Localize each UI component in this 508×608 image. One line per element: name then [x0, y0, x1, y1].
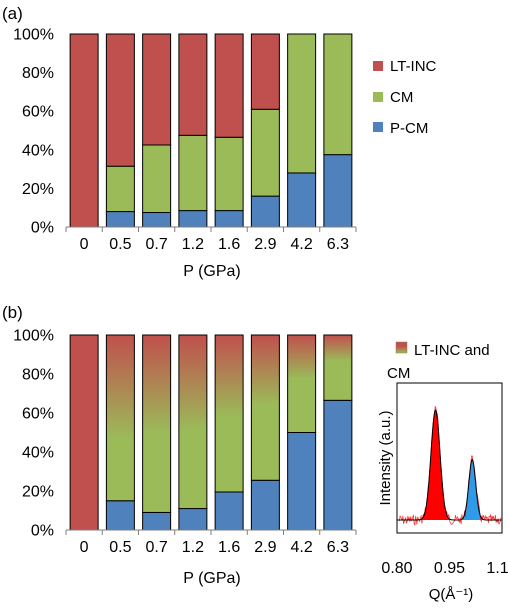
panel-a-x-tick-label: 0.5 [109, 236, 131, 253]
bar-segment-p-cm [214, 210, 244, 228]
panel-b-y-tick-label: 0% [31, 523, 54, 540]
bar-segment-p-cm [142, 511, 172, 531]
panel-b-x-tick-label: 1.2 [182, 539, 204, 556]
panel-b: (b) 0% 20% 40% 60% 80% 100% 0 0.5 0.7 1.2 1.6 2.9 4… [2, 303, 508, 603]
panel-b-label: (b) [2, 303, 23, 322]
panel-b-legend: LT-INC and CM [387, 341, 490, 382]
panel-a-y-tick-label: 80% [22, 65, 54, 82]
panel-a-x-tick-label: 2.9 [254, 236, 276, 253]
panel-b-y-tick-label: 100% [13, 328, 54, 345]
bar-segment-lt-inc-and-cm [214, 334, 244, 493]
panel-b-x-tick-label: 4.2 [291, 539, 313, 556]
bar-segment-cm [178, 134, 208, 212]
inset-x-axis: 0.80 0.95 1.10 [381, 560, 508, 577]
bar-segment-cm [250, 108, 280, 197]
panel-a-x-tick-label: 1.6 [218, 236, 240, 253]
bar-segment-cm [142, 144, 172, 214]
panel-b-x-axis: 0 0.5 0.7 1.2 1.6 2.9 4.2 6.3 [65, 530, 357, 556]
bar-segment-lt-inc-and-cm [287, 334, 317, 433]
bar-segment-lt-inc [250, 33, 280, 110]
panel-b-x-tick-label: 2.9 [254, 539, 276, 556]
bar-segment-p-cm [142, 212, 172, 228]
legend-label-lt-inc: LT-INC [390, 58, 437, 75]
bar-segment-cm [287, 33, 317, 174]
panel-b-y-tick-label: 20% [22, 484, 54, 501]
bar-segment-p-cm [323, 154, 353, 228]
panel-a-x-tick-label: 0.7 [146, 236, 168, 253]
panel-a-x-tick-label: 6.3 [327, 236, 349, 253]
legend-swatch-cm [373, 92, 383, 102]
legend-label-cm: CM [390, 89, 413, 106]
panel-a-y-tick-label: 40% [22, 142, 54, 159]
panel-a-x-tick-label: 4.2 [291, 236, 313, 253]
panel-a-bars [69, 33, 353, 228]
legend-label-cm-continued: CM [387, 365, 410, 382]
panel-a-label: (a) [2, 4, 23, 23]
legend-swatch-lt-inc-and-cm [395, 341, 408, 354]
bar-segment-lt-inc [214, 33, 244, 138]
inset-data-trace [398, 405, 502, 526]
bar-segment-p-cm [250, 479, 280, 531]
panel-b-x-axis-title: P (GPa) [183, 570, 241, 587]
panel-b-y-tick-label: 80% [22, 367, 54, 384]
bar-segment-cm [323, 33, 353, 156]
bar-segment-p-cm [287, 172, 317, 228]
panel-a-y-tick-label: 20% [22, 181, 54, 198]
bar-segment-lt-inc-and-cm [69, 334, 99, 531]
panel-a-y-tick-label: 0% [31, 220, 54, 237]
bar-segment-p-cm [105, 211, 135, 228]
panel-b-x-tick-label: 0 [80, 539, 89, 556]
panel-a-legend: LT-INC CM P-CM [373, 58, 437, 137]
panel-b-bars [69, 334, 353, 531]
panel-b-x-tick-label: 1.6 [218, 539, 240, 556]
legend-label-p-cm: P-CM [390, 120, 428, 137]
legend-swatch-p-cm [373, 122, 383, 132]
bar-segment-lt-inc-and-cm [178, 334, 208, 510]
panel-a-x-axis-title: P (GPa) [183, 263, 241, 280]
inset-fit-curve [397, 408, 502, 521]
bar-segment-lt-inc [142, 33, 172, 146]
inset-plot: 0.80 0.95 1.10 Intensity (a.u.) Q(Å⁻¹) [377, 382, 508, 603]
panel-a-y-axis: 0% 20% 40% 60% 80% 100% [13, 27, 54, 237]
bar-segment-lt-inc [69, 33, 99, 228]
legend-swatch-lt-inc [373, 61, 383, 71]
inset-x-tick-label: 0.80 [381, 560, 412, 577]
legend-label-lt-inc-and: LT-INC and [414, 342, 490, 359]
panel-a-x-axis: 0 0.5 0.7 1.2 1.6 2.9 4.2 6.3 [65, 227, 357, 253]
panel-a-y-tick-label: 60% [22, 104, 54, 121]
bar-segment-lt-inc-and-cm [105, 334, 135, 502]
bar-segment-p-cm [214, 491, 244, 531]
bar-segment-p-cm [178, 210, 208, 228]
inset-x-tick-label: 1.10 [486, 560, 508, 577]
bar-segment-cm [214, 136, 244, 212]
panel-b-x-tick-label: 0.5 [109, 539, 131, 556]
inset-x-axis-title: Q(Å⁻¹) [429, 586, 474, 603]
bar-segment-p-cm [323, 399, 353, 531]
panel-b-y-tick-label: 60% [22, 406, 54, 423]
inset-content [397, 405, 502, 526]
panel-a: (a) 0% 20% 40% 60% 80% 100% 0 0.5 0.7 1.2 1.6 2.9 4… [2, 4, 437, 280]
bar-segment-p-cm [287, 432, 317, 531]
panel-a-x-tick-label: 1.2 [182, 236, 204, 253]
panel-a-x-tick-label: 0 [80, 236, 89, 253]
inset-frame [396, 382, 503, 534]
bar-segment-lt-inc-and-cm [250, 334, 280, 481]
inset-y-axis-title: Intensity (a.u.) [377, 410, 394, 505]
panel-b-y-tick-label: 40% [22, 445, 54, 462]
bar-segment-lt-inc-and-cm [142, 334, 172, 513]
bar-segment-lt-inc [178, 33, 208, 136]
panel-a-y-tick-label: 100% [13, 27, 54, 44]
bar-segment-p-cm [178, 508, 208, 531]
bar-segment-cm [105, 165, 135, 213]
inset-x-tick-label: 0.95 [434, 560, 465, 577]
bar-segment-p-cm [250, 195, 280, 228]
bar-segment-lt-inc [105, 33, 135, 167]
panel-b-y-axis: 0% 20% 40% 60% 80% 100% [13, 328, 54, 540]
bar-segment-lt-inc-and-cm [323, 334, 353, 401]
panel-b-x-tick-label: 0.7 [146, 539, 168, 556]
bar-segment-p-cm [105, 500, 135, 531]
panel-b-x-tick-label: 6.3 [327, 539, 349, 556]
